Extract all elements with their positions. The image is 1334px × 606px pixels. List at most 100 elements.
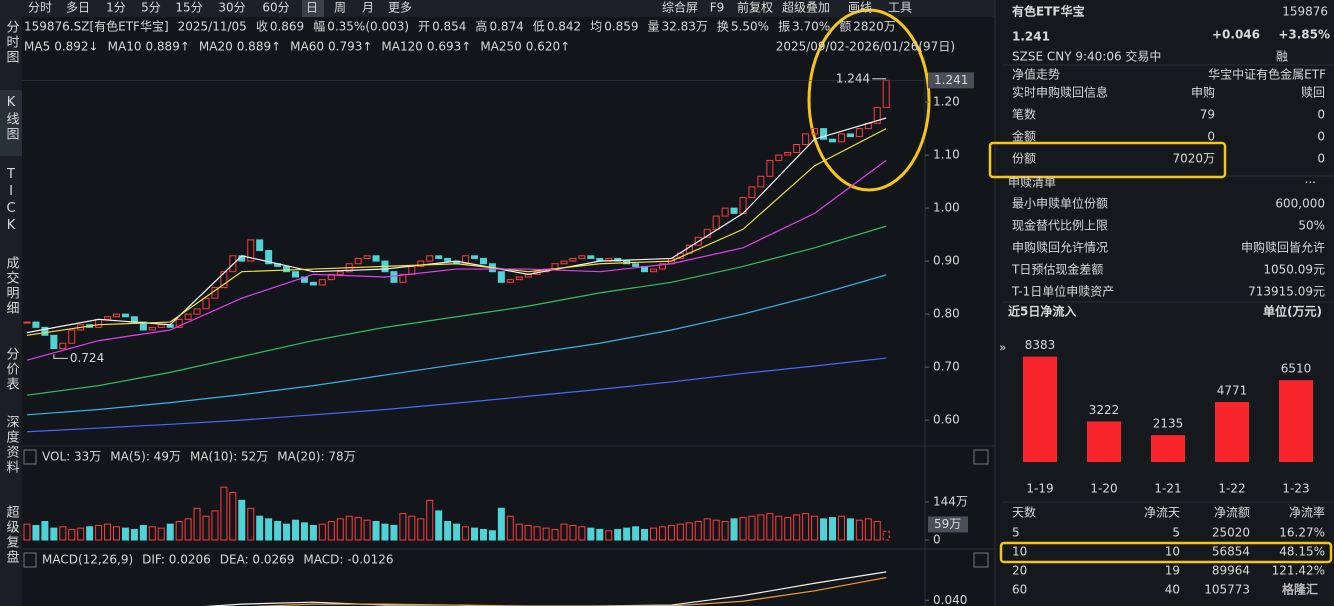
tab[interactable]: 多日 <box>66 1 90 15</box>
tab[interactable]: 5分 <box>141 1 161 15</box>
field-value: 0.35%(0.003) <box>327 20 409 34</box>
volume-bar <box>148 526 156 541</box>
volume-bar <box>479 528 487 541</box>
range-label: 2025/09/02-2026/01/26(97日) <box>776 40 955 54</box>
volume-bar <box>802 513 810 541</box>
candle <box>426 255 434 262</box>
y-tick-label: 0.040 <box>933 593 967 606</box>
tool[interactable]: 超级叠加 <box>782 0 830 15</box>
collapse-icon[interactable]: » <box>999 341 1006 355</box>
ma-line <box>26 274 887 416</box>
close-box[interactable] <box>973 449 989 465</box>
sidebar-item[interactable]: TICK <box>4 167 19 235</box>
candle <box>121 313 129 318</box>
tab[interactable]: 周 <box>334 1 346 15</box>
volume-bar <box>157 527 165 541</box>
volume-bar <box>41 521 49 541</box>
candle <box>462 255 470 265</box>
bar <box>1215 402 1249 462</box>
volume-bar <box>453 523 461 541</box>
candle <box>694 236 702 246</box>
volume-bar <box>318 523 326 541</box>
help-box[interactable] <box>23 449 37 465</box>
row-label: 份额 <box>1012 152 1036 166</box>
volume-bar <box>820 518 828 541</box>
candle <box>784 151 792 156</box>
value-label: 6510 <box>1281 362 1312 376</box>
tab[interactable]: 60分 <box>262 1 289 15</box>
low-marker-label: 0.724 <box>70 351 104 365</box>
macd-header: DIF: 0.0206 <box>142 553 211 567</box>
sidebar-item[interactable]: 分价表 <box>4 347 20 392</box>
volume-bar <box>641 528 649 541</box>
candle <box>50 334 58 350</box>
column-head: 申购 <box>1191 85 1215 100</box>
ma-line <box>26 159 887 361</box>
candle <box>193 308 201 315</box>
volume-bar <box>694 521 702 541</box>
ma-name: MA250 <box>480 40 521 54</box>
volume-bar <box>775 515 783 541</box>
volume-bar <box>623 527 631 541</box>
candle <box>829 138 836 143</box>
candle <box>569 257 577 262</box>
candle <box>247 239 255 262</box>
sidebar-item[interactable]: 超级复盘 <box>4 505 20 565</box>
tool[interactable]: 画线 <box>848 1 872 15</box>
candle <box>220 271 228 289</box>
row-value: 申购赎回皆允许 <box>1241 240 1325 255</box>
sidebar-item[interactable]: 分时图 <box>4 20 20 65</box>
tab[interactable]: 更多 <box>388 1 412 15</box>
tab[interactable]: 分时 <box>28 1 52 15</box>
candle <box>256 239 264 251</box>
volume-bar <box>560 523 568 541</box>
tool[interactable]: F9 <box>710 1 725 15</box>
volume-bar <box>363 519 371 541</box>
volume-bar <box>202 515 210 541</box>
bar <box>1151 435 1185 462</box>
sidebar-item[interactable]: 深度资料 <box>4 415 20 475</box>
tab[interactable]: 月 <box>362 1 374 15</box>
ma-name: MA10 <box>108 40 142 54</box>
candle <box>113 313 120 318</box>
status: SZSE CNY 9:40:06 交易中 <box>1012 49 1161 64</box>
close-box[interactable] <box>973 552 989 568</box>
volume-bar <box>497 507 505 541</box>
value-label: 3222 <box>1089 403 1120 417</box>
volume-bar <box>784 517 792 541</box>
row-label: 申购赎回允许情况 <box>1012 240 1108 255</box>
row-label: T-1日单位申赎资产 <box>1011 284 1114 299</box>
last-price-label: 1.241 <box>934 73 968 87</box>
candle <box>130 316 138 323</box>
tab[interactable]: 日 <box>306 1 318 15</box>
volume-bar <box>229 491 237 541</box>
y-tick-label: 1.00 <box>933 201 960 215</box>
tab[interactable]: 30分 <box>218 1 245 15</box>
tool[interactable]: 综合屏 <box>662 0 698 15</box>
y-tick-label: 0 <box>933 533 941 547</box>
tool[interactable]: 前复权 <box>737 0 773 15</box>
tool[interactable]: 工具 <box>888 1 912 15</box>
field-value: 0.854 <box>432 20 466 34</box>
field-label: 高 <box>475 19 487 34</box>
candle <box>265 250 273 265</box>
volume-bar <box>488 530 496 541</box>
sidebar-item[interactable]: K线图 <box>4 95 20 142</box>
tab[interactable]: 15分 <box>175 1 202 15</box>
vol-header: MA(20): 78万 <box>277 450 355 464</box>
table-head: 净流天 <box>1144 506 1180 520</box>
ma-name: MA120 <box>381 40 422 54</box>
candle <box>506 279 514 283</box>
more[interactable]: ··· <box>1305 176 1316 190</box>
sidebar-item[interactable]: 成交明细 <box>4 256 20 316</box>
volume-bar <box>748 515 756 541</box>
y-tick-label: 1.20 <box>933 95 960 109</box>
volume-bar <box>605 530 613 541</box>
volume-bar <box>300 522 308 541</box>
field-value: 32.83万 <box>662 20 708 34</box>
row-label: 现金替代比例上限 <box>1012 218 1108 233</box>
tab[interactable]: 1分 <box>106 1 126 15</box>
field-value: 0.859 <box>604 20 638 34</box>
volume-bar <box>95 524 103 541</box>
help-box[interactable] <box>23 552 37 568</box>
